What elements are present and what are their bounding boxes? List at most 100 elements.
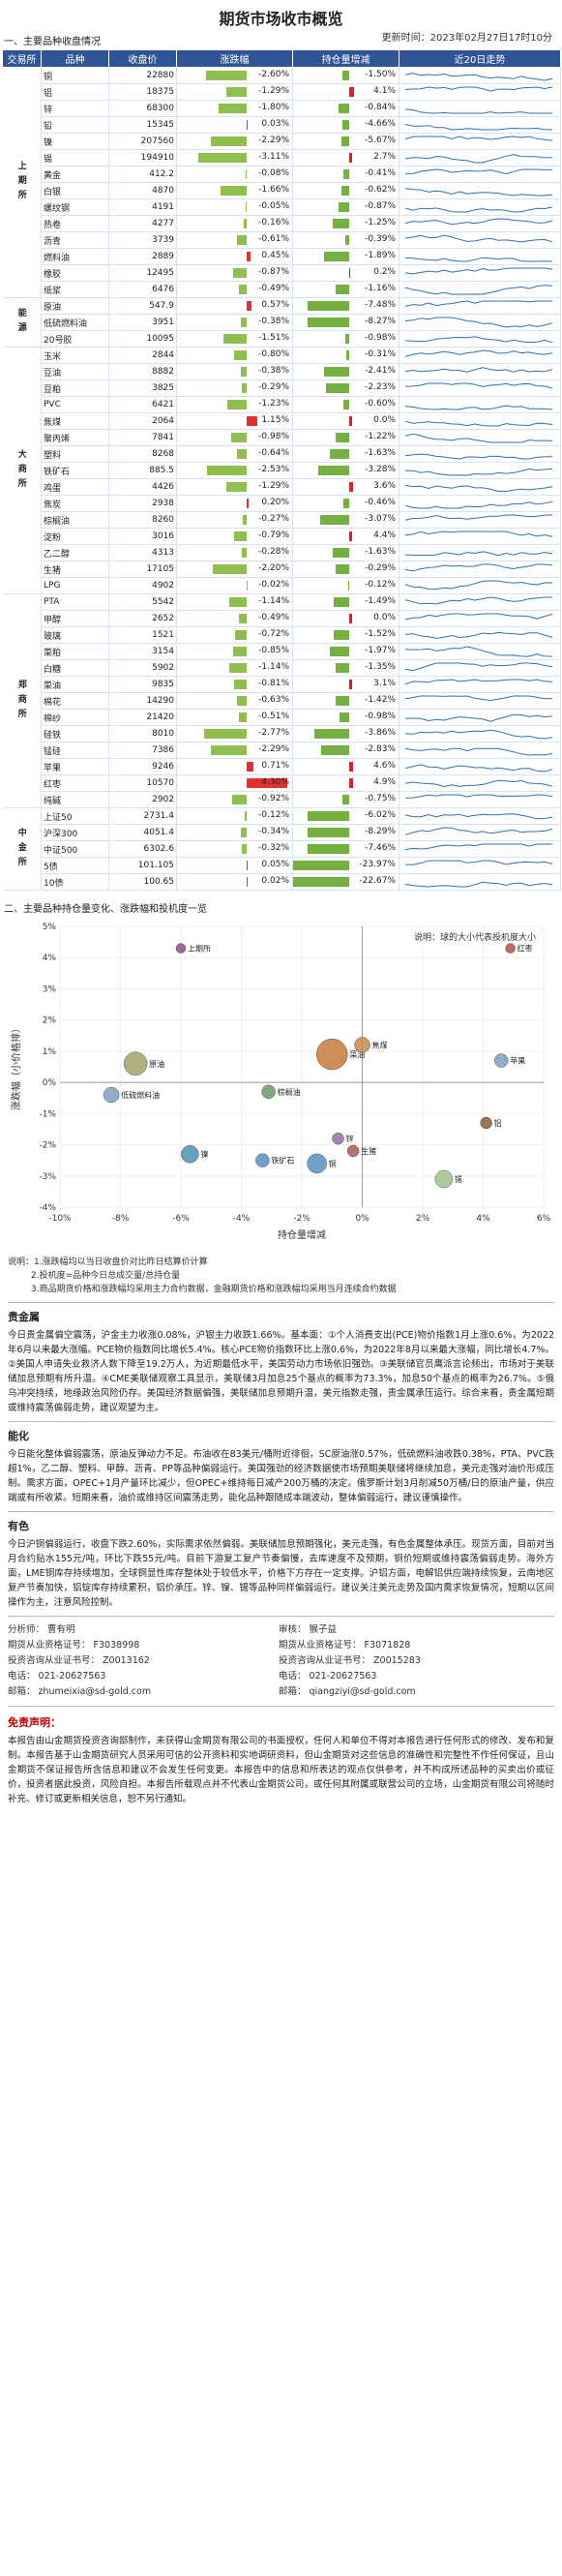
author-block: 分析师： 曹有明 期货从业资格证号： F3038998 投资咨询从业证书号： Z… — [8, 1622, 554, 1700]
change-bar — [239, 285, 247, 294]
bubble-label: 低硫燃料油 — [121, 1090, 160, 1100]
x-tick-label: -6% — [172, 1214, 190, 1224]
oi-cell: -4.66% — [292, 116, 399, 134]
change-bar — [212, 564, 247, 574]
product-name: 中证500 — [41, 840, 109, 858]
trend-sparkline — [404, 596, 552, 605]
trend-line — [404, 168, 553, 175]
table-row: PVC 6421 -1.23% -0.60% — [3, 396, 561, 413]
change-bar — [240, 318, 247, 327]
change-value: -0.16% — [258, 218, 289, 227]
trend-sparkline — [404, 382, 553, 389]
trend-line — [404, 860, 553, 865]
change-value: 0.20% — [261, 498, 289, 507]
product-name: 燃料油 — [41, 248, 109, 265]
trend-sparkline — [404, 168, 553, 175]
change-cell: -3.11% — [176, 149, 293, 167]
bubble-label: 铝 — [494, 1118, 502, 1128]
table-row: 豆油 8882 -0.38% -2.41% — [3, 363, 561, 380]
trend-sparkline — [404, 827, 553, 835]
oi-cell: 3.6% — [292, 478, 399, 496]
oi-value: -1.16% — [365, 284, 396, 293]
oi-bar — [349, 153, 352, 163]
divider — [8, 1616, 554, 1617]
oi-cell: -0.29% — [292, 561, 399, 578]
trend-sparkline — [404, 206, 553, 213]
bubble-label: 铁矿石 — [271, 1156, 294, 1166]
oi-value: -0.60% — [365, 399, 396, 409]
change-cell: -1.66% — [176, 182, 293, 199]
product-name: 镍 — [41, 133, 109, 150]
trend-line — [404, 813, 553, 820]
trend-line — [404, 881, 553, 888]
trend-line — [404, 317, 553, 328]
oi-cell: -0.98% — [292, 709, 399, 726]
trend-cell — [399, 544, 561, 561]
change-cell: -0.81% — [176, 676, 293, 693]
oi-value: -0.39% — [365, 234, 396, 244]
trend-sparkline — [404, 317, 553, 328]
oi-value: -0.98% — [365, 333, 396, 343]
change-bar — [239, 614, 247, 623]
divider — [8, 1302, 554, 1303]
change-cell: 0.57% — [176, 297, 293, 315]
close-price: 6302.6 — [108, 840, 177, 858]
product-name: 硅铁 — [41, 725, 109, 742]
trend-sparkline — [404, 136, 553, 141]
change-bar — [246, 762, 253, 772]
close-price: 3739 — [108, 231, 177, 249]
table-row: 低硫燃料油 3951 -0.38% -8.27% — [3, 314, 561, 331]
table-row: 白银 4870 -1.66% -0.62% — [3, 182, 561, 199]
trend-line — [404, 551, 553, 557]
change-bar — [237, 235, 247, 245]
change-value: -0.85% — [258, 646, 289, 655]
trend-cell — [399, 215, 561, 232]
oi-cell: 0.0% — [292, 412, 399, 430]
exchange-label: 中金所 — [2, 807, 42, 891]
product-name: 焦煤 — [41, 412, 109, 430]
oi-bar — [335, 564, 350, 574]
oi-value: -0.46% — [365, 498, 396, 507]
close-price: 12495 — [108, 264, 177, 282]
trend-line — [404, 433, 553, 443]
trend-cell — [399, 774, 561, 792]
oi-bar — [332, 219, 350, 228]
change-bar — [242, 548, 247, 558]
oi-cell: -1.22% — [292, 429, 399, 446]
trend-sparkline — [404, 218, 553, 226]
y-tick-label: -4% — [39, 1203, 56, 1213]
oi-value: 0.2% — [373, 267, 396, 277]
close-price: 5542 — [108, 593, 177, 611]
reviewer-phone: 电话： 021-20627563 — [279, 1671, 377, 1682]
change-value: -0.92% — [258, 794, 289, 803]
change-value: -0.49% — [258, 613, 289, 622]
bubble-point — [261, 1084, 276, 1100]
trend-cell — [399, 396, 561, 413]
bubble-label: 苹果 — [510, 1056, 525, 1066]
change-cell: -0.38% — [176, 314, 293, 331]
change-bar — [206, 71, 247, 80]
trend-sparkline — [404, 453, 553, 460]
bubble-point — [434, 1169, 454, 1189]
trend-cell — [399, 445, 561, 463]
oi-bar — [340, 186, 350, 196]
close-price: 100.65 — [108, 873, 177, 891]
trend-sparkline — [404, 813, 553, 820]
product-name: 焦炭 — [41, 495, 109, 512]
table-row: 棉纱 21420 -0.51% -0.98% — [3, 709, 561, 726]
change-bar — [246, 778, 288, 788]
product-name: 棉纱 — [41, 709, 109, 726]
product-name: 上证50 — [41, 807, 109, 825]
table-row: 红枣 10570 4.30% 4.9% — [3, 774, 561, 792]
close-price: 4313 — [108, 544, 177, 561]
close-price: 2731.4 — [108, 807, 177, 825]
analyst-email[interactable]: 邮箱： zhumeixia@sd-gold.com — [8, 1686, 152, 1697]
commentary-title: 有色 — [8, 1520, 29, 1532]
change-bar — [207, 466, 247, 475]
change-cell: -0.27% — [176, 511, 293, 529]
change-value: -0.38% — [258, 317, 289, 326]
product-name: 低硫燃料油 — [41, 314, 109, 331]
reviewer-email[interactable]: 邮箱： qiangziyi@sd-gold.com — [279, 1686, 416, 1697]
trend-sparkline — [404, 843, 552, 851]
oi-cell: -0.84% — [292, 100, 399, 117]
